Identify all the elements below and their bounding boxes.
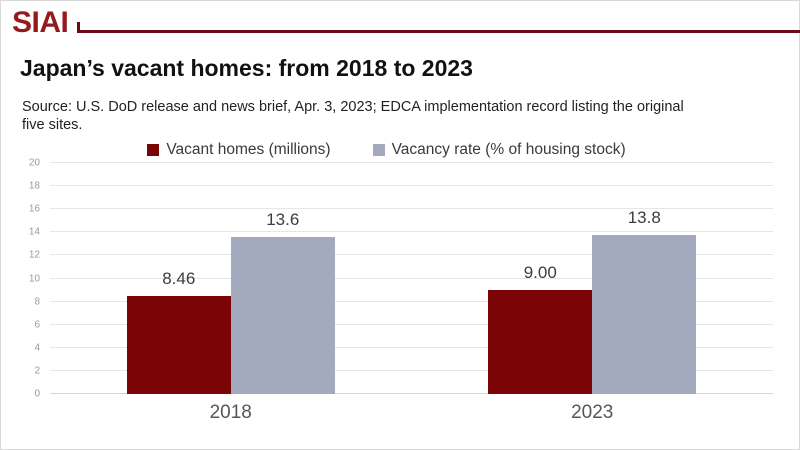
bar-value-label: 13.8 (627, 207, 661, 227)
legend-item: Vacant homes (millions) (147, 141, 331, 159)
bar (126, 296, 231, 394)
gridline (50, 346, 773, 348)
y-tick-label: 14 (28, 226, 40, 238)
y-tick-label: 18 (28, 180, 40, 192)
bar (230, 236, 335, 394)
gridline (50, 185, 773, 187)
x-category-label: 2023 (571, 402, 614, 423)
source-note: Source: U.S. DoD release and news brief,… (22, 99, 684, 133)
legend-label: Vacant homes (millions) (166, 141, 331, 158)
bar-slot: 13.6 (230, 163, 335, 394)
gridline (50, 277, 773, 279)
chart-legend: Vacant homes (millions) Vacancy rate (% o… (0, 140, 773, 160)
y-tick-label: 8 (34, 296, 40, 308)
gridline (50, 300, 773, 302)
page-title: Japan’s vacant homes: from 2018 to 2023 (20, 55, 473, 81)
gridline (50, 323, 773, 325)
bar-slot: 8.46 (126, 163, 231, 394)
y-tick-label: 6 (34, 319, 40, 331)
y-tick-label: 12 (28, 249, 40, 261)
plot-area: 0 2 4 6 8 10 12 14 16 18 20 8.46 13.6 2018 9.00 13.8 202… (29, 158, 773, 423)
bar-value-label: 8.46 (162, 269, 196, 289)
brand-logo: SIAI (12, 6, 69, 39)
bar-value-label: 13.6 (266, 209, 300, 229)
bar-group: 9.00 13.8 2023 (488, 163, 697, 423)
legend-item: Vacancy rate (% of housing stock) (372, 141, 626, 159)
gridline (50, 208, 773, 210)
bar (488, 290, 593, 394)
y-tick-label: 16 (28, 203, 40, 215)
gridline (50, 162, 773, 163)
gridline (50, 393, 773, 394)
bar (592, 234, 697, 394)
y-tick-label: 4 (34, 342, 40, 354)
legend-swatch (147, 144, 160, 156)
gridline (50, 231, 773, 233)
bar-slot: 13.8 (592, 163, 697, 394)
header-rule (77, 22, 800, 33)
gridline (50, 369, 773, 371)
bar-value-label: 9.00 (523, 263, 557, 283)
y-tick-label: 10 (28, 273, 40, 284)
x-category-label: 2018 (209, 402, 252, 423)
legend-swatch (372, 144, 385, 156)
y-tick-label: 20 (28, 157, 40, 169)
gridline (50, 254, 773, 256)
y-tick-label: 0 (34, 388, 40, 400)
bar-group: 8.46 13.6 2018 (126, 163, 335, 423)
y-tick-label: 2 (34, 365, 40, 377)
legend-label: Vacancy rate (% of housing stock) (391, 141, 626, 158)
bar-slot: 9.00 (488, 163, 593, 394)
